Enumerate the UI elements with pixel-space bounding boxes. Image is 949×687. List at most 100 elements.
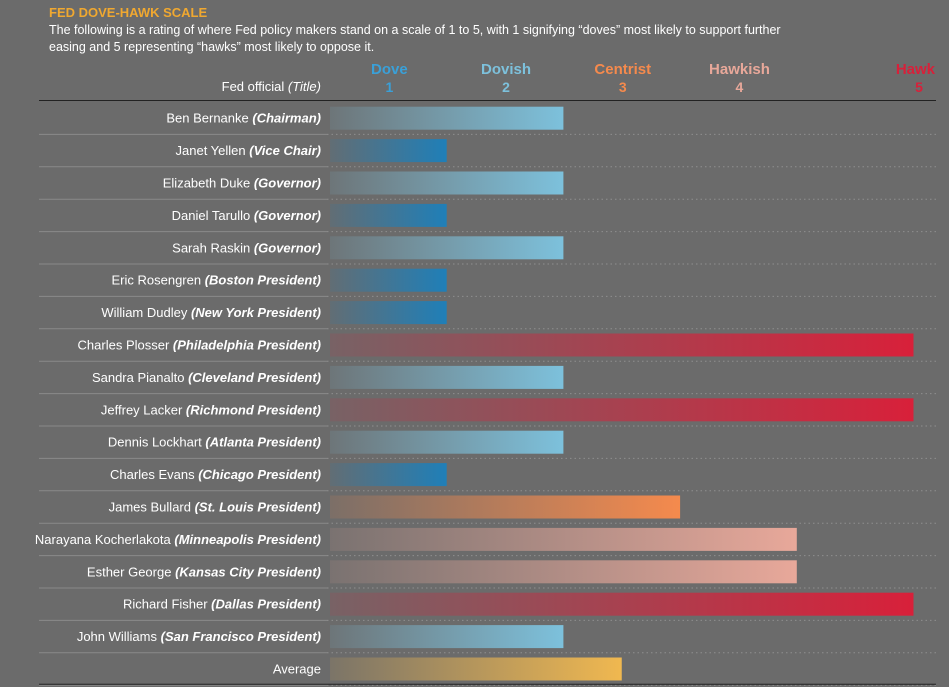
rating-bar: [330, 139, 447, 163]
official-label: James Bullard (St. Louis President): [109, 500, 321, 515]
official-label: Jeffrey Lacker (Richmond President): [101, 402, 321, 417]
rows-layer: Ben Bernanke (Chairman) Janet Yellen (Vic…: [35, 106, 914, 681]
rating-bar: [330, 625, 564, 649]
rating-bar: [330, 398, 914, 422]
official-title: (Dallas President): [208, 597, 321, 612]
official-label: Ben Bernanke (Chairman): [166, 111, 321, 126]
column-name: Fed official: [221, 79, 285, 94]
official-label: Charles Evans (Chicago President): [110, 467, 321, 482]
chart-title: FED DOVE-HAWK SCALE: [49, 5, 208, 20]
chart-row: Esther George (Kansas City President): [87, 560, 797, 584]
chart-row: Dennis Lockhart (Atlanta President): [108, 430, 564, 454]
column-title: (Title): [287, 79, 321, 94]
official-title: (Governor): [250, 240, 321, 255]
official-name: Charles Plosser: [78, 338, 170, 353]
official-name: Narayana Kocherlakota: [35, 532, 172, 547]
official-name: Daniel Tarullo: [172, 208, 251, 223]
rating-bar: [330, 171, 564, 195]
scale-label-dove: Dove: [371, 61, 408, 78]
official-title: (Boston President): [201, 273, 321, 288]
rating-bar: [330, 333, 914, 357]
official-label: Esther George (Kansas City President): [87, 564, 321, 579]
scale-label-dovish: Dovish: [481, 61, 531, 78]
official-label: Elizabeth Duke (Governor): [163, 176, 321, 191]
rating-bar: [330, 527, 797, 551]
rating-bar: [330, 268, 447, 292]
official-title: (Chairman): [249, 111, 321, 126]
chart-row: Charles Evans (Chicago President): [110, 463, 447, 487]
official-name: Sarah Raskin: [172, 240, 250, 255]
chart-row: William Dudley (New York President): [101, 301, 447, 325]
chart-row: Eric Rosengren (Boston President): [111, 268, 447, 292]
scale-label-hawkish: Hawkish: [709, 61, 770, 78]
chart-row: Average: [273, 657, 622, 681]
official-name: William Dudley: [101, 305, 187, 320]
official-name: Esther George: [87, 564, 172, 579]
average-bar: [330, 657, 622, 681]
chart-row: Richard Fisher (Dallas President): [123, 592, 914, 616]
official-label: Richard Fisher (Dallas President): [123, 597, 321, 612]
official-name: Average: [273, 662, 321, 677]
official-name: Sandra Pianalto: [92, 370, 185, 385]
official-label: Charles Plosser (Philadelphia President): [78, 338, 321, 353]
chart-row: Daniel Tarullo (Governor): [172, 203, 447, 227]
chart-row: Janet Yellen (Vice Chair): [176, 139, 447, 163]
official-label: Sarah Raskin (Governor): [172, 240, 321, 255]
column-header: Fed official (Title): [222, 79, 321, 94]
official-title: (Governor): [250, 176, 321, 191]
official-title: (Cleveland President): [184, 370, 321, 385]
official-label: Eric Rosengren (Boston President): [111, 273, 321, 288]
rating-bar: [330, 463, 447, 487]
official-name: Jeffrey Lacker: [101, 402, 183, 417]
official-title: (Richmond President): [182, 402, 321, 417]
official-name: Eric Rosengren: [111, 273, 201, 288]
official-label: Average: [273, 662, 321, 677]
official-label: Daniel Tarullo (Governor): [172, 208, 321, 223]
official-label: Narayana Kocherlakota (Minneapolis Presi…: [35, 532, 321, 547]
official-label: Dennis Lockhart (Atlanta President): [108, 435, 321, 450]
scale-number-3: 3: [619, 79, 627, 95]
rating-bar: [330, 430, 564, 454]
official-title: (Chicago President): [195, 467, 321, 482]
official-title: (San Francisco President): [157, 629, 321, 644]
rating-bar: [330, 203, 447, 227]
chart-row: Sandra Pianalto (Cleveland President): [92, 365, 564, 389]
official-title: (Atlanta President): [202, 435, 321, 450]
chart-row: John Williams (San Francisco President): [77, 625, 564, 649]
official-name: John Williams: [77, 629, 158, 644]
chart-row: James Bullard (St. Louis President): [109, 495, 681, 519]
official-title: (Philadelphia President): [169, 338, 321, 353]
chart-row: Narayana Kocherlakota (Minneapolis Presi…: [35, 527, 797, 551]
scale-number-2: 2: [502, 79, 510, 95]
scale-label-hawk: Hawk: [896, 61, 936, 78]
scale-label-centrist: Centrist: [594, 61, 651, 78]
official-name: Janet Yellen: [176, 143, 246, 158]
rating-bar: [330, 365, 564, 389]
official-title: (St. Louis President): [191, 500, 321, 515]
official-name: Ben Bernanke: [166, 111, 248, 126]
chart-row: Jeffrey Lacker (Richmond President): [101, 398, 914, 422]
official-title: (Minneapolis President): [171, 532, 321, 547]
rating-bar: [330, 560, 797, 584]
chart-row: Elizabeth Duke (Governor): [163, 171, 564, 195]
official-title: (Vice Chair): [246, 143, 321, 158]
rating-bar: [330, 301, 447, 325]
official-label: John Williams (San Francisco President): [77, 629, 321, 644]
rating-bar: [330, 592, 914, 616]
rating-bar: [330, 236, 564, 260]
grid-layer: [39, 133, 936, 686]
header-divider: [39, 100, 936, 101]
official-name: Dennis Lockhart: [108, 435, 202, 450]
scale-number-5: 5: [915, 79, 923, 95]
rating-bar: [330, 495, 681, 519]
official-title: (Governor): [250, 208, 321, 223]
official-title: (New York President): [187, 305, 321, 320]
official-title: (Kansas City President): [171, 564, 321, 579]
official-name: James Bullard: [109, 500, 191, 515]
official-label: Sandra Pianalto (Cleveland President): [92, 370, 321, 385]
official-name: Elizabeth Duke: [163, 176, 250, 191]
chart-row: Charles Plosser (Philadelphia President): [78, 333, 914, 357]
official-label: Janet Yellen (Vice Chair): [176, 143, 322, 158]
